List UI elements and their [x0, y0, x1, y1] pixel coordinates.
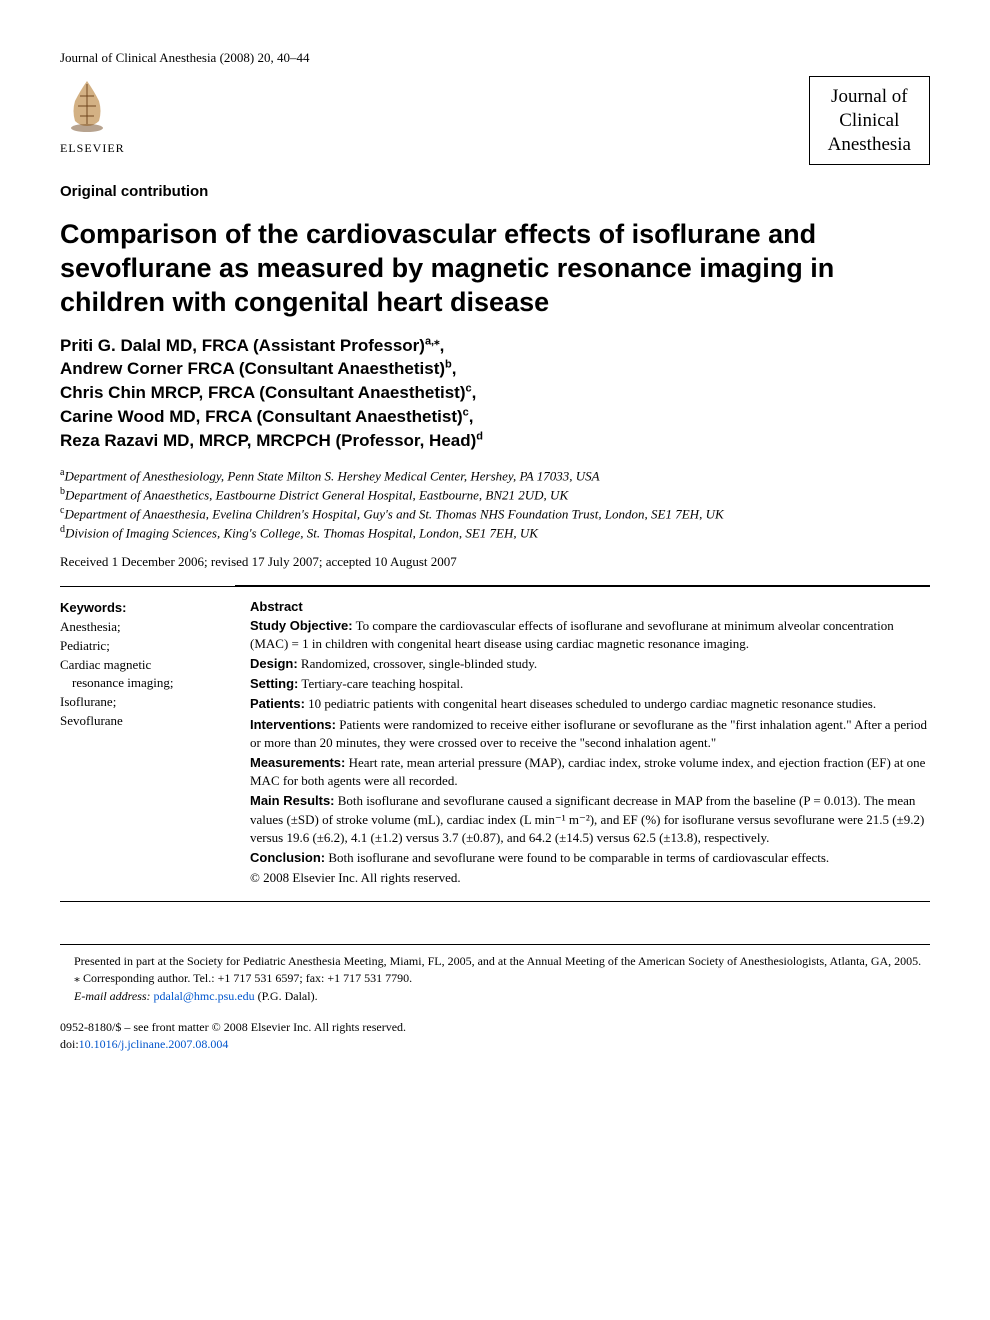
doi-link[interactable]: 10.1016/j.jclinane.2007.08.004 [79, 1037, 229, 1051]
abstract-text: Tertiary-care teaching hospital. [298, 676, 463, 691]
author: Priti G. Dalal MD, FRCA (Assistant Profe… [60, 336, 425, 355]
journal-reference: Journal of Clinical Anesthesia (2008) 20… [60, 50, 930, 66]
footnote-presented: Presented in part at the Society for Ped… [60, 953, 930, 970]
abstract-title: Abstract [250, 598, 930, 616]
abstract-text: Patients were randomized to receive eith… [250, 717, 927, 750]
article-dates: Received 1 December 2006; revised 17 Jul… [60, 554, 930, 570]
abstract-copyright: © 2008 Elsevier Inc. All rights reserved… [250, 869, 930, 887]
section-label: Original contribution [60, 183, 930, 200]
abstract-label: Interventions: [250, 717, 336, 732]
header-row: ELSEVIER Journal of Clinical Anesthesia [60, 76, 930, 165]
abstract-label: Measurements: [250, 755, 345, 770]
keywords-column: Keywords: Anesthesia; Pediatric; Cardiac… [60, 587, 235, 901]
abstract-text: Randomized, crossover, single-blinded st… [298, 656, 537, 671]
author-sup: d [476, 430, 483, 442]
abstract-label: Patients: [250, 696, 305, 711]
publisher-block: ELSEVIER [60, 76, 125, 156]
copyright-line: 0952-8180/$ – see front matter © 2008 El… [60, 1019, 930, 1036]
affiliation: Division of Imaging Sciences, King's Col… [65, 525, 538, 540]
abstract-label: Design: [250, 656, 298, 671]
author: Carine Wood MD, FRCA (Consultant Anaesth… [60, 407, 463, 426]
abstract-text: 10 pediatric patients with congenital he… [305, 696, 876, 711]
keyword: Pediatric; [60, 637, 223, 656]
abstract-text: Heart rate, mean arterial pressure (MAP)… [250, 755, 925, 788]
keyword: Anesthesia; [60, 618, 223, 637]
copyright-block: 0952-8180/$ – see front matter © 2008 El… [60, 1019, 930, 1053]
author-sup: a,⁎ [425, 335, 440, 347]
abstract-label: Main Results: [250, 793, 335, 808]
publisher-name: ELSEVIER [60, 141, 125, 156]
email-link[interactable]: pdalal@hmc.psu.edu [154, 989, 255, 1003]
affiliation: Department of Anesthesiology, Penn State… [64, 469, 599, 484]
keyword: resonance imaging; [60, 674, 223, 693]
footnotes: Presented in part at the Society for Ped… [60, 944, 930, 1005]
keyword: Cardiac magnetic [60, 656, 223, 675]
authors-list: Priti G. Dalal MD, FRCA (Assistant Profe… [60, 334, 930, 453]
doi-label: doi: [60, 1037, 79, 1051]
author-sup: c [463, 406, 469, 418]
footnote-email: E-mail address: pdalal@hmc.psu.edu (P.G.… [60, 988, 930, 1005]
affiliation: Department of Anaesthesia, Evelina Child… [64, 507, 723, 522]
abstract-label: Setting: [250, 676, 298, 691]
author: Chris Chin MRCP, FRCA (Consultant Anaest… [60, 383, 466, 402]
keywords-title: Keywords: [60, 599, 223, 618]
email-suffix: (P.G. Dalal). [255, 989, 318, 1003]
affiliation: Department of Anaesthetics, Eastbourne D… [65, 488, 568, 503]
abstract-text: Both isoflurane and sevoflurane were fou… [325, 850, 829, 865]
journal-box-line: Clinical [828, 109, 911, 133]
author-sup: b [445, 359, 452, 371]
email-label: E-mail address: [74, 989, 151, 1003]
journal-box-line: Anesthesia [828, 133, 911, 157]
affiliations: aDepartment of Anesthesiology, Penn Stat… [60, 466, 930, 542]
author: Andrew Corner FRCA (Consultant Anaesthet… [60, 359, 445, 378]
abstract-block: Keywords: Anesthesia; Pediatric; Cardiac… [60, 586, 930, 902]
abstract-text: Both isoflurane and sevoflurane caused a… [250, 793, 924, 844]
author-sup: c [466, 382, 472, 394]
journal-title-box: Journal of Clinical Anesthesia [809, 76, 930, 165]
keyword: Sevoflurane [60, 712, 223, 731]
footnote-corresponding: ⁎ Corresponding author. Tel.: +1 717 531… [60, 970, 930, 987]
journal-box-line: Journal of [828, 85, 911, 109]
abstract-label: Study Objective: [250, 618, 353, 633]
elsevier-logo [60, 76, 115, 136]
author: Reza Razavi MD, MRCP, MRCPCH (Professor,… [60, 431, 476, 450]
abstract-column: Abstract Study Objective: To compare the… [235, 585, 930, 902]
abstract-label: Conclusion: [250, 850, 325, 865]
article-title: Comparison of the cardiovascular effects… [60, 218, 930, 319]
keyword: Isoflurane; [60, 693, 223, 712]
